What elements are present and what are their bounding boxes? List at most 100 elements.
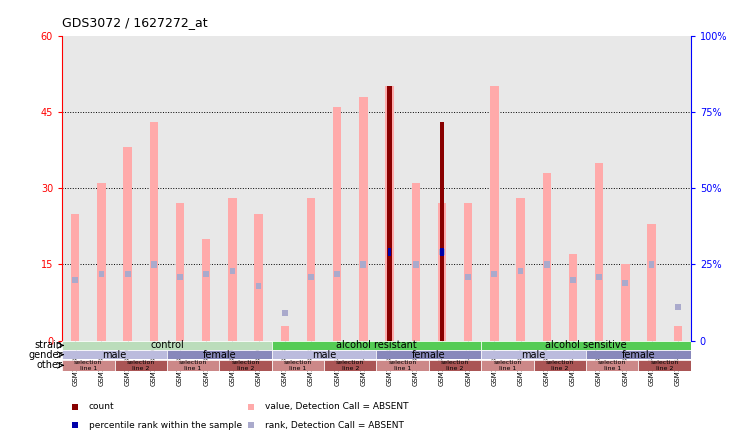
Bar xyxy=(203,270,209,277)
Text: selection
line 2: selection line 2 xyxy=(441,360,469,371)
Text: rank, Detection Call = ABSENT: rank, Detection Call = ABSENT xyxy=(265,420,404,429)
Bar xyxy=(99,270,105,277)
Bar xyxy=(481,350,586,359)
Bar xyxy=(254,214,262,341)
Bar xyxy=(439,249,445,255)
Bar xyxy=(586,360,638,371)
Bar xyxy=(516,198,525,341)
Text: selection
line 1: selection line 1 xyxy=(388,360,417,371)
Text: selection
line 1: selection line 1 xyxy=(598,360,626,371)
Bar xyxy=(569,254,577,341)
Bar xyxy=(387,249,393,255)
Bar xyxy=(256,283,262,289)
Text: female: female xyxy=(412,349,446,360)
Bar xyxy=(125,270,131,277)
Text: gender: gender xyxy=(29,349,63,360)
Text: female: female xyxy=(621,349,655,360)
Bar xyxy=(167,360,219,371)
Bar xyxy=(675,304,681,310)
Bar xyxy=(491,87,499,341)
Bar xyxy=(376,360,429,371)
Bar xyxy=(219,360,272,371)
Text: value, Detection Call = ABSENT: value, Detection Call = ABSENT xyxy=(265,402,408,412)
Bar xyxy=(621,265,629,341)
Text: selection
line 2: selection line 2 xyxy=(126,360,155,371)
Bar xyxy=(151,262,156,267)
Bar xyxy=(648,262,654,267)
Text: selection
line 1: selection line 1 xyxy=(493,360,522,371)
Bar xyxy=(412,183,420,341)
Bar xyxy=(648,224,656,341)
Bar xyxy=(307,198,315,341)
Bar xyxy=(72,277,78,283)
Bar xyxy=(324,360,376,371)
Text: count: count xyxy=(88,402,114,412)
Bar xyxy=(177,274,183,280)
Bar xyxy=(388,249,391,256)
Text: selection
line 1: selection line 1 xyxy=(74,360,102,371)
Bar xyxy=(439,122,444,341)
Text: male: male xyxy=(312,349,336,360)
Bar xyxy=(228,198,237,341)
Bar xyxy=(360,262,366,267)
Text: male: male xyxy=(102,349,126,360)
Bar xyxy=(481,341,691,350)
Text: male: male xyxy=(521,349,546,360)
Text: other: other xyxy=(37,360,63,370)
Text: selection
line 1: selection line 1 xyxy=(284,360,312,371)
Bar xyxy=(622,280,628,286)
Text: control: control xyxy=(150,341,183,350)
Bar xyxy=(308,274,314,280)
Bar xyxy=(272,341,481,350)
Bar xyxy=(97,183,105,341)
Text: alcohol resistant: alcohol resistant xyxy=(336,341,417,350)
Bar xyxy=(115,360,167,371)
Bar xyxy=(438,203,446,341)
Text: alcohol sensitive: alcohol sensitive xyxy=(545,341,626,350)
Bar xyxy=(272,360,324,371)
Bar xyxy=(359,97,368,341)
Bar xyxy=(385,87,394,341)
Bar xyxy=(465,274,471,280)
Bar xyxy=(491,270,497,277)
Bar xyxy=(440,249,444,256)
Bar xyxy=(281,325,289,341)
Bar xyxy=(282,310,288,316)
Bar xyxy=(413,262,419,267)
Bar xyxy=(542,173,551,341)
Text: female: female xyxy=(202,349,236,360)
Bar xyxy=(429,360,481,371)
Bar xyxy=(62,350,167,359)
Text: strain: strain xyxy=(34,341,63,350)
Bar xyxy=(464,203,472,341)
Bar xyxy=(230,267,235,274)
Bar xyxy=(570,277,576,283)
Bar xyxy=(595,163,603,341)
Text: percentile rank within the sample: percentile rank within the sample xyxy=(88,420,242,429)
Text: GDS3072 / 1627272_at: GDS3072 / 1627272_at xyxy=(62,16,208,28)
Text: selection
line 2: selection line 2 xyxy=(231,360,260,371)
Bar xyxy=(71,214,80,341)
Text: selection
line 2: selection line 2 xyxy=(651,360,679,371)
Bar xyxy=(333,107,341,341)
Bar xyxy=(544,262,550,267)
Bar xyxy=(596,274,602,280)
Bar xyxy=(673,325,682,341)
Bar xyxy=(202,239,211,341)
Bar xyxy=(481,360,534,371)
Bar xyxy=(150,122,158,341)
Bar xyxy=(272,350,376,359)
Bar xyxy=(586,350,691,359)
Bar xyxy=(518,267,523,274)
Bar xyxy=(124,147,132,341)
Bar xyxy=(62,360,115,371)
Bar xyxy=(376,350,481,359)
Bar xyxy=(534,360,586,371)
Text: selection
line 2: selection line 2 xyxy=(545,360,574,371)
Text: selection
line 2: selection line 2 xyxy=(336,360,365,371)
Bar xyxy=(62,341,272,350)
Bar xyxy=(167,350,272,359)
Bar xyxy=(176,203,184,341)
Bar xyxy=(387,87,392,341)
Bar xyxy=(334,270,340,277)
